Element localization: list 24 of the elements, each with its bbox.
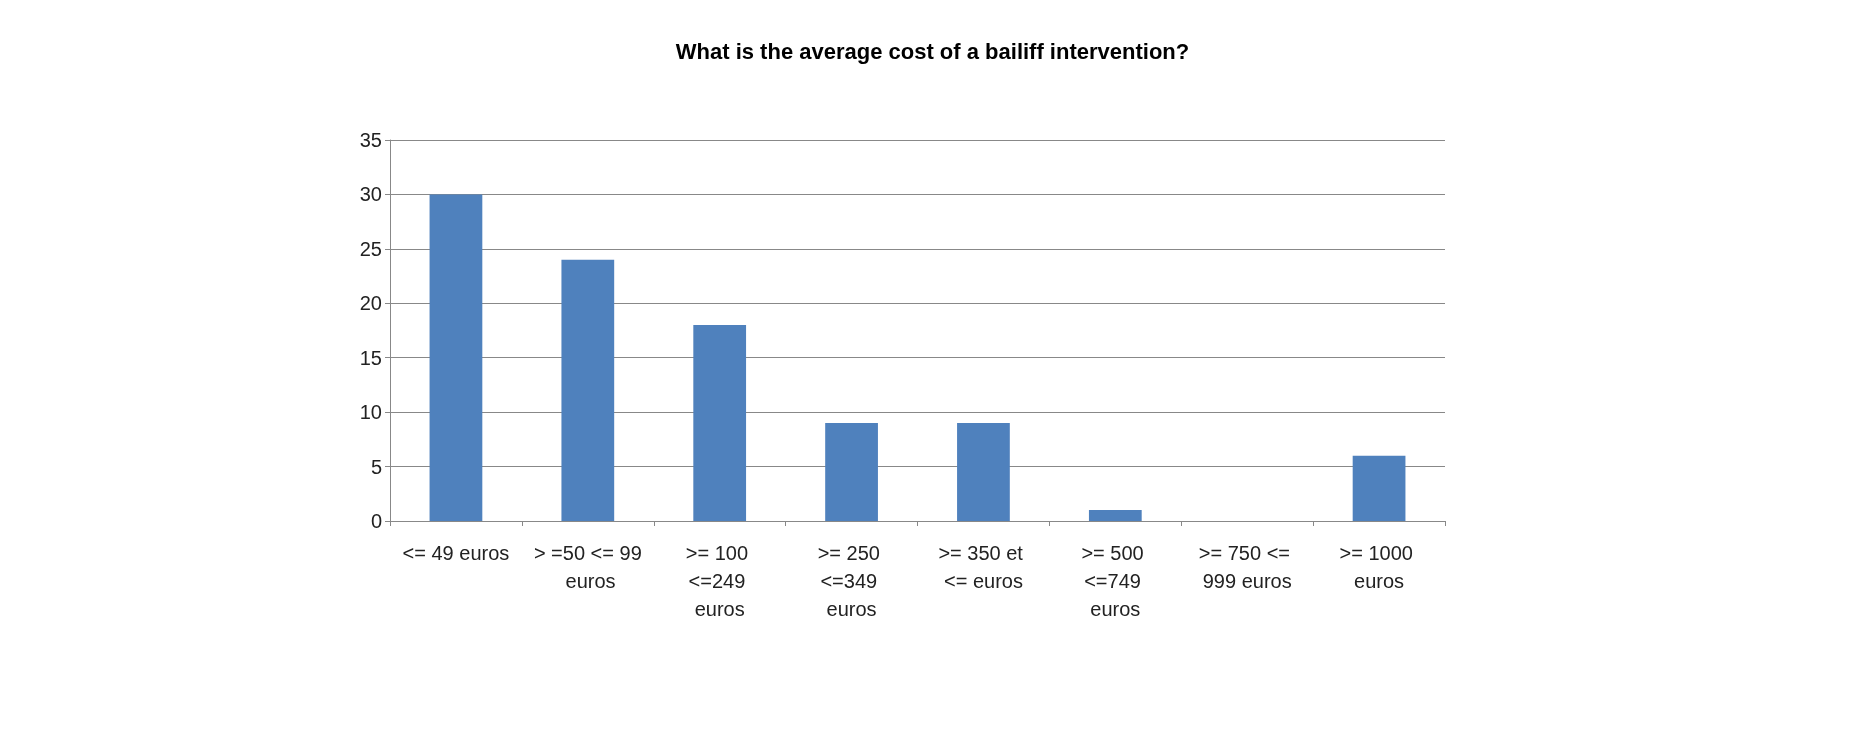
y-tick-label: 0	[370, 510, 382, 532]
bar	[693, 325, 747, 521]
x-tick-label: <= 49 euros	[402, 542, 510, 564]
y-tick-label: 35	[359, 129, 382, 151]
bar	[1352, 455, 1406, 521]
y-tick-label: 5	[370, 455, 382, 478]
y-tick-label: 30	[359, 183, 382, 206]
bar	[957, 423, 1010, 521]
bar	[825, 423, 878, 521]
y-tick-label: 15	[359, 346, 382, 369]
x-tick-label: >= 250 <=349 euros	[817, 542, 886, 620]
x-tick-label: >= 1000 euros	[1339, 542, 1419, 592]
y-tick-label: 10	[359, 401, 382, 424]
bar	[429, 194, 483, 521]
x-tick-label: >= 750 <= 999 euros	[1198, 542, 1296, 592]
y-tick-label: 25	[359, 237, 382, 260]
chart-title: What is the average cost of a bailiff intervention?	[675, 38, 1190, 64]
bar	[561, 259, 615, 521]
x-tick-label: > =50 <= 99 euros	[533, 542, 642, 592]
y-tick-label: 20	[359, 292, 382, 315]
x-tick-label: >= 100 <=249 euros	[685, 542, 754, 620]
x-tick-label: >= 350 et <= euros	[938, 542, 1029, 592]
x-tick-label: >= 500 <=749 euros	[1081, 542, 1150, 620]
bar	[1088, 510, 1142, 521]
